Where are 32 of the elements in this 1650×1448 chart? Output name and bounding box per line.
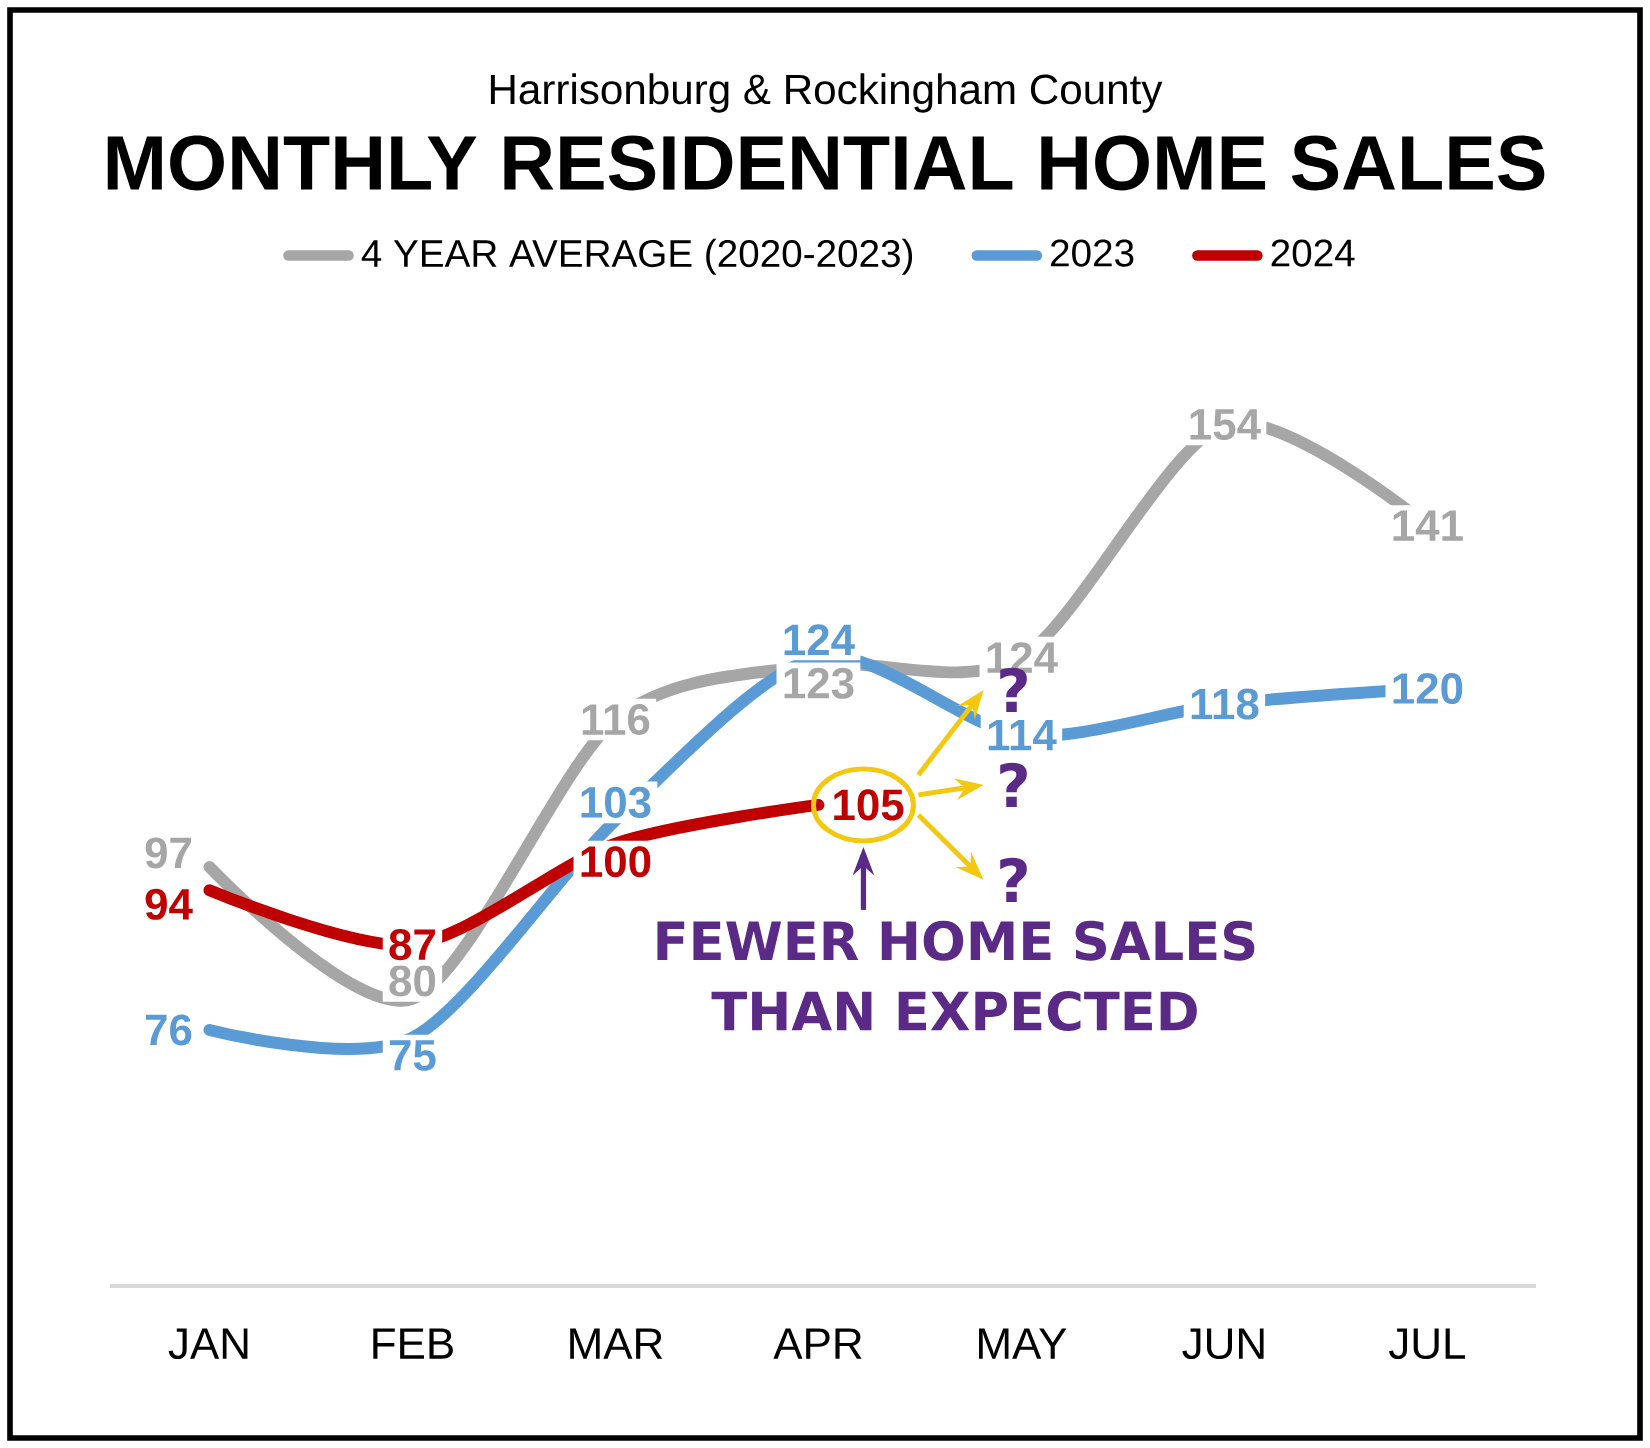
x-tick-label: JUL xyxy=(1389,1328,1466,1360)
legend-label: 2024 xyxy=(1271,239,1355,267)
data-label: 123 xyxy=(784,667,854,699)
data-label: 94 xyxy=(145,888,193,920)
annotation: ? xyxy=(1000,857,1027,903)
data-label: 87 xyxy=(389,929,435,961)
data-label: 100 xyxy=(581,846,651,878)
x-tick-label: MAR xyxy=(570,1328,663,1359)
data-label: 154 xyxy=(1190,409,1261,440)
x-tick-label: FEB xyxy=(373,1328,453,1359)
legend-label: 4 YEAR AVERAGE (2020-2023) xyxy=(361,238,913,275)
data-label: 141 xyxy=(1393,510,1463,541)
data-label: 75 xyxy=(389,1040,436,1071)
data-label: 80 xyxy=(389,965,436,997)
data-label: 103 xyxy=(581,786,651,818)
data-label: 116 xyxy=(582,704,650,736)
annotation: FEWER HOME SALES THAN EXPECTED xyxy=(657,920,1255,1031)
x-tick-label: APR xyxy=(773,1328,862,1359)
legend-label: 2023 xyxy=(1051,239,1134,267)
data-label: 97 xyxy=(145,837,191,869)
x-tick-label: JAN xyxy=(168,1328,248,1360)
x-tick-label: MAY xyxy=(979,1328,1067,1359)
chart-subtitle: Harrisonburg & Rockingham County xyxy=(490,73,1163,113)
data-label: 105 xyxy=(834,789,904,821)
annotation: ? xyxy=(1000,762,1027,808)
data-label: 114 xyxy=(988,719,1057,751)
data-label: 124 xyxy=(784,624,855,655)
chart-title: MONTHLY RESIDENTIAL HOME SALES xyxy=(107,135,1545,191)
data-label: 118 xyxy=(1191,688,1259,720)
data-label: 76 xyxy=(145,1014,192,1046)
data-label: 120 xyxy=(1393,672,1463,705)
x-tick-label: JUN xyxy=(1182,1328,1264,1360)
